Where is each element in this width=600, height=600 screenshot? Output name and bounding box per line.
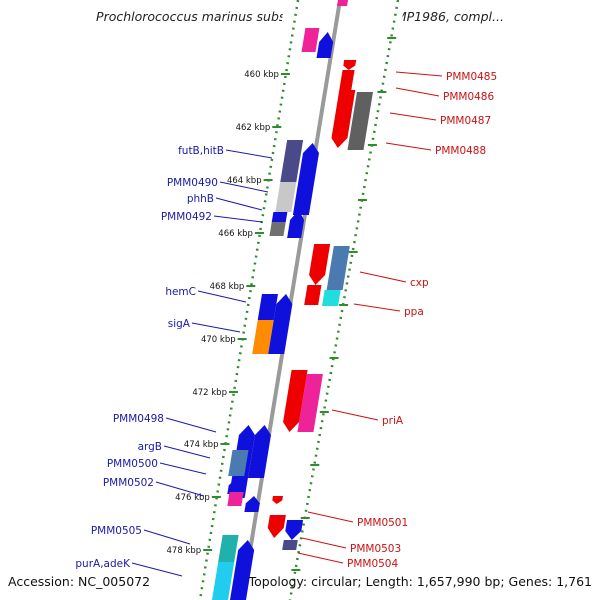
gene-leader-line	[165, 417, 217, 433]
gene-label[interactable]: PMM0485	[446, 71, 497, 83]
gene-leader-line	[353, 303, 401, 312]
gene-block[interactable]	[247, 425, 271, 478]
gene-leader-line	[163, 445, 211, 459]
gene-label[interactable]: cxp	[410, 277, 429, 289]
topology-text: Topology: circular; Length: 1,657,990 bp…	[248, 574, 592, 589]
gene-block[interactable]	[283, 370, 308, 432]
gene-pmm0504[interactable]	[282, 540, 298, 550]
gene-label[interactable]: argB	[138, 441, 162, 453]
gene-leader-line	[395, 71, 443, 77]
gene-pria[interactable]	[297, 374, 323, 432]
gene-hemc[interactable]	[257, 294, 278, 320]
gene-block[interactable]	[337, 0, 348, 6]
gene-label[interactable]: PMM0500	[107, 458, 158, 470]
ruler-tick-label: 462 kbp	[236, 123, 271, 133]
gene-block[interactable]	[230, 540, 255, 600]
gene-block[interactable]	[244, 496, 260, 512]
gene-leader-line	[385, 142, 432, 151]
gene-leader-line	[307, 511, 354, 523]
ruler-tick-label: 474 kbp	[184, 440, 219, 450]
gene-label[interactable]: priA	[382, 415, 404, 427]
gene-leader-line	[301, 537, 347, 549]
gene-ppa[interactable]	[322, 290, 341, 306]
gene-siga[interactable]	[252, 320, 274, 354]
gene-pmm0505[interactable]	[218, 535, 239, 562]
gene-block[interactable]	[309, 244, 331, 285]
gene-label[interactable]: purA,adeK	[75, 558, 131, 570]
gene-leader-line	[213, 215, 263, 223]
ruler-tick-label: 478 kbp	[167, 546, 202, 556]
gene-pmm0490[interactable]	[275, 182, 297, 212]
gene-block[interactable]	[316, 32, 334, 58]
gene-pmm0488[interactable]	[331, 90, 356, 148]
gene-pmm0486[interactable]	[339, 70, 355, 90]
ruler-tick-label: 470 kbp	[201, 335, 236, 345]
gene-pmm0503[interactable]	[285, 520, 304, 540]
gene-label[interactable]: PMM0504	[347, 558, 398, 570]
gene-block[interactable]	[292, 143, 320, 215]
gene-argb[interactable]	[228, 450, 249, 476]
gene-label[interactable]: PMM0490	[167, 177, 218, 189]
gene-leader-line	[359, 271, 407, 283]
ruler-tick-label: 476 kbp	[175, 493, 210, 503]
gene-label[interactable]: futB,hitB	[178, 145, 224, 157]
gene-leader-line	[331, 409, 379, 421]
gene-block[interactable]	[268, 294, 293, 354]
gene-label[interactable]: PMM0503	[350, 543, 401, 555]
gene-futb-hitb[interactable]	[280, 140, 304, 182]
gene-leader-line	[389, 112, 437, 121]
ruler-tick-label: 468 kbp	[210, 282, 245, 292]
gene-pmm0492[interactable]	[269, 222, 286, 236]
ruler-tick-label: 460 kbp	[244, 70, 279, 80]
gene-label[interactable]: PMM0486	[443, 91, 494, 103]
gene-pmm0485[interactable]	[343, 60, 357, 70]
gene-pmm0502[interactable]	[227, 492, 244, 506]
gene-leader-line	[191, 322, 241, 333]
gene-block[interactable]	[272, 496, 283, 504]
gene-pmm0487[interactable]	[347, 92, 373, 150]
gene-cxp[interactable]	[326, 246, 350, 290]
gene-leader-line	[395, 87, 440, 97]
gene-label[interactable]: phhB	[187, 193, 214, 205]
gene-leader-line	[159, 462, 207, 475]
gene-label[interactable]: PMM0505	[91, 525, 142, 537]
gene-label[interactable]: ppa	[404, 306, 424, 318]
ruler-tick-label: 472 kbp	[192, 388, 227, 398]
gene-label[interactable]: PMM0498	[113, 413, 164, 425]
gene-label[interactable]: hemC	[165, 286, 196, 298]
gene-pmm0501[interactable]	[267, 515, 286, 538]
gene-leader-line	[131, 562, 183, 577]
gene-leader-line	[155, 481, 205, 497]
gene-leader-line	[219, 181, 269, 193]
gene-leader-line	[225, 149, 273, 159]
gene-label[interactable]: sigA	[168, 318, 191, 330]
map-band	[195, 0, 405, 600]
accession-text: Accession: NC_005072	[8, 574, 151, 589]
gene-label[interactable]: PMM0501	[357, 517, 408, 529]
gene-block[interactable]	[304, 285, 322, 305]
gene-leader-line	[143, 529, 191, 545]
gene-block[interactable]	[301, 28, 320, 52]
gene-block[interactable]	[287, 210, 305, 238]
gene-leader-line	[297, 552, 344, 564]
ruler-tick-label: 464 kbp	[227, 176, 262, 186]
gene-label[interactable]: PMM0487	[440, 115, 491, 127]
gene-pura-adek[interactable]	[212, 562, 235, 600]
gene-leader-line	[197, 290, 247, 303]
gene-label[interactable]: PMM0502	[103, 477, 154, 489]
genome-backbone	[240, 0, 342, 600]
ruler-tick-label: 466 kbp	[218, 229, 253, 239]
gene-phhb[interactable]	[271, 212, 288, 222]
gene-label[interactable]: PMM0492	[161, 211, 212, 223]
gene-pmm0500[interactable]	[227, 478, 243, 494]
gene-leader-line	[215, 197, 263, 211]
gene-label[interactable]: PMM0488	[435, 145, 486, 157]
